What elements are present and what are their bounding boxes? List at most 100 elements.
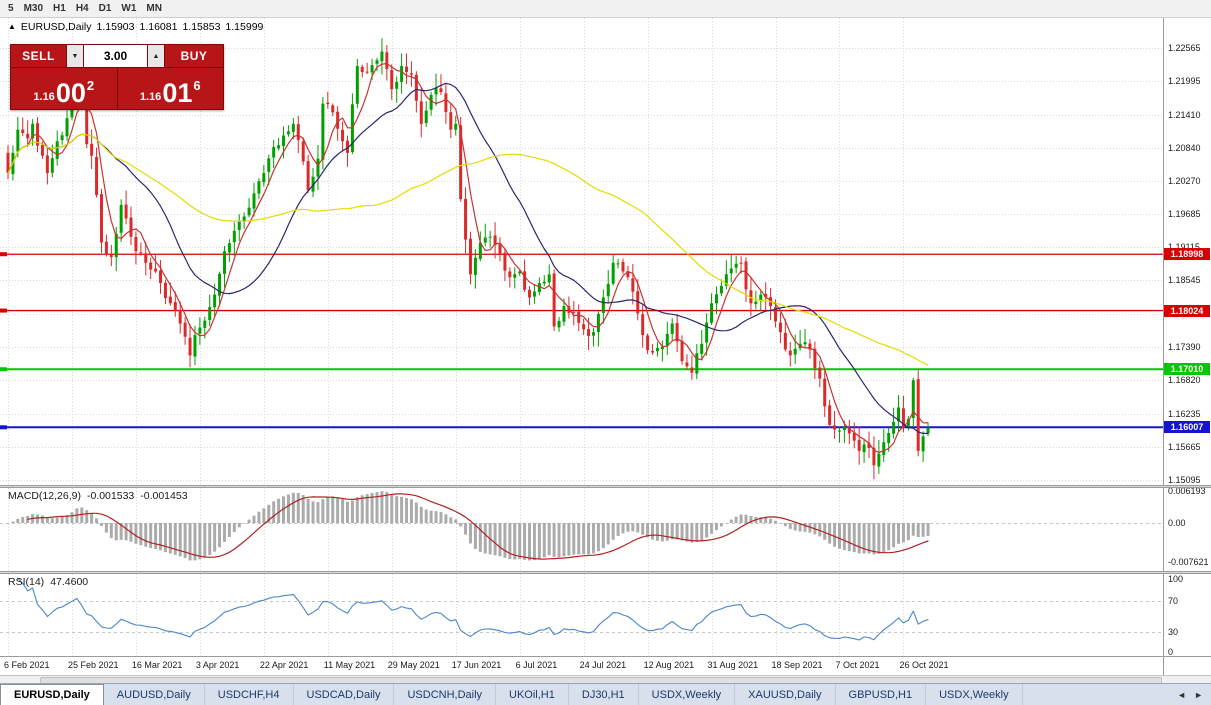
date-axis: 6 Feb 2021 25 Feb 2021 16 Mar 2021 3 Apr 20…	[0, 657, 1163, 675]
date-axis-label: 25 Feb 2021	[67, 660, 119, 670]
buy-price-sup: 6	[193, 78, 201, 93]
date-axis-label: 24 Jul 2021	[579, 660, 627, 670]
rsi-line	[17, 577, 929, 641]
price-axis-label: 1.20270	[1168, 175, 1201, 186]
one-click-trade-panel: SELL ▼ 3.00 ▲ BUY 1.16 00 2 1.16 01 6	[10, 44, 224, 110]
chart-tab-eurusd-daily[interactable]: EURUSD,Daily	[0, 684, 104, 705]
date-axis-label: 29 May 2021	[387, 660, 440, 670]
chart-tab-gbpusd-h1[interactable]: GBPUSD,H1	[836, 684, 927, 705]
rsi-indicator-title: RSI(14) 47.4600	[8, 576, 88, 588]
sell-button[interactable]: SELL	[22, 49, 55, 63]
date-axis-label: 22 Apr 2021	[259, 660, 309, 670]
ohlc-open: 1.15903	[96, 21, 135, 33]
buy-price[interactable]: 1.16 01 6	[118, 68, 224, 109]
buy-price-prefix: 1.16	[139, 91, 162, 103]
macd-histogram	[6, 491, 930, 561]
chart-header: ▲ EURUSD,Daily 1.15903 1.16081 1.15853 1…	[8, 21, 263, 33]
macd-main-value: -0.001533	[86, 490, 135, 502]
price-axis-label: 1.18545	[1168, 275, 1201, 286]
timeframe-button-d1[interactable]: D1	[98, 3, 112, 14]
horizontal-scrollbar[interactable]	[0, 675, 1211, 684]
price-axis-label: 1.19115	[1168, 242, 1200, 252]
macd-signal-line	[27, 493, 929, 560]
rsi-axis-label: 100	[1168, 574, 1184, 584]
price-separator	[116, 68, 118, 109]
price-line-tag: 1.18998	[1164, 248, 1210, 261]
ohlc-close: 1.15999	[225, 21, 264, 33]
buy-price-big: 01	[162, 78, 193, 108]
sell-price-sup: 2	[86, 78, 95, 93]
price-axis-label: 1.16820	[1168, 375, 1201, 386]
chart-tabs: EURUSD,Daily AUDUSD,Daily USDCHF,H4 USDCAD,…	[0, 684, 1023, 705]
timeframe-toolbar: 5 M30 H1 H4 D1 W1 MN	[0, 0, 1211, 18]
date-axis-label: 16 Mar 2021	[131, 660, 183, 670]
macd-name: MACD(12,26,9)	[8, 490, 81, 502]
panel-divider-dates	[0, 656, 1211, 657]
chart-tab-usdx-weekly[interactable]: USDX,Weekly	[926, 684, 1023, 705]
lot-decrease-button[interactable]: ▼	[66, 45, 84, 67]
macd-axis-label: 0.006193	[1168, 486, 1206, 497]
price-line-tag: 1.17010	[1164, 363, 1210, 376]
chart-tab-usdchf-h4[interactable]: USDCHF,H4	[205, 684, 294, 705]
sell-price[interactable]: 1.16 00 2	[11, 68, 117, 109]
timeframe-button-5[interactable]: 5	[8, 3, 14, 14]
rsi-axis-label: 0	[1168, 647, 1174, 657]
panel-divider-rsi[interactable]	[0, 571, 1211, 574]
lot-increase-button[interactable]: ▲	[147, 45, 165, 67]
price-axis-label: 1.22565	[1168, 42, 1201, 53]
macd-axis-label: -0.007621	[1168, 557, 1209, 568]
chart-tab-ukoil-h1[interactable]: UKOil,H1	[496, 684, 569, 705]
price-axis-label: 1.19685	[1168, 209, 1201, 220]
one-click-collapse-icon[interactable]: ▲	[8, 22, 16, 31]
date-axis-label: 3 Apr 2021	[195, 660, 240, 670]
sell-price-prefix: 1.16	[33, 91, 55, 103]
lot-size-input[interactable]: 3.00	[84, 45, 147, 67]
price-line-tag: 1.18024	[1164, 304, 1210, 317]
chart-tab-usdx-weekly[interactable]: USDX,Weekly	[639, 684, 736, 705]
price-line-tag: 1.16007	[1164, 421, 1210, 434]
date-axis-label: 31 Aug 2021	[707, 660, 759, 670]
rsi-value: 47.4600	[50, 576, 89, 588]
macd-signal-value: -0.001453	[140, 490, 188, 502]
ohlc-low: 1.15853	[182, 21, 221, 33]
chart-tab-bar: EURUSD,Daily AUDUSD,Daily USDCHF,H4 USDCAD,…	[0, 683, 1211, 705]
grid-lines	[0, 18, 1163, 656]
panel-divider-macd[interactable]	[0, 485, 1211, 488]
trade-panel-controls: SELL ▼ 3.00 ▲ BUY	[11, 45, 223, 68]
price-axis-column: 1.22565 1.21995 1.21410 1.20840 1.20270 1.196…	[1164, 0, 1211, 675]
price-axis-label: 1.16235	[1168, 409, 1201, 420]
date-axis-label: 6 Jul 2021	[515, 660, 558, 670]
macd-axis-label: 0.00	[1168, 518, 1186, 528]
horizontal-price-lines[interactable]	[0, 252, 1163, 430]
date-axis-label: 12 Aug 2021	[643, 660, 695, 670]
chart-tab-usdcad-daily[interactable]: USDCAD,Daily	[294, 684, 395, 705]
moving-average-60	[7, 133, 929, 366]
chart-tab-audusd-daily[interactable]: AUDUSD,Daily	[104, 684, 205, 705]
chart-tab-xauusd-daily[interactable]: XAUUSD,Daily	[735, 684, 836, 705]
price-axis-label: 1.20840	[1168, 142, 1201, 153]
date-axis-label: 11 May 2021	[323, 660, 376, 670]
moving-average-20	[7, 82, 929, 435]
price-axis-label: 1.17390	[1168, 342, 1201, 353]
trade-panel-prices: 1.16 00 2 1.16 01 6	[11, 68, 223, 109]
ohlc-high: 1.16081	[139, 21, 178, 33]
axis-separator-line	[1163, 18, 1164, 675]
price-axis-label: 1.15095	[1168, 475, 1201, 486]
tabs-scroll-right-icon[interactable]: ►	[1194, 689, 1203, 700]
price-axis-label: 1.21410	[1168, 109, 1201, 120]
timeframe-button-h4[interactable]: H4	[75, 3, 89, 14]
chart-tab-dj30-h1[interactable]: DJ30,H1	[569, 684, 639, 705]
rsi-axis-label: 30	[1168, 626, 1179, 637]
timeframe-button-m30[interactable]: M30	[23, 3, 44, 14]
chart-tab-usdcnh-daily[interactable]: USDCNH,Daily	[394, 684, 497, 705]
tab-scroll-controls: ◄ ►	[1177, 684, 1211, 705]
tabs-scroll-left-icon[interactable]: ◄	[1177, 689, 1187, 700]
timeframe-button-mn[interactable]: MN	[146, 3, 162, 14]
moving-average-5	[7, 62, 929, 454]
buy-button[interactable]: BUY	[180, 49, 208, 63]
timeframe-button-w1[interactable]: W1	[121, 3, 137, 14]
timeframe-button-h1[interactable]: H1	[53, 3, 66, 14]
rsi-name: RSI(14)	[8, 576, 45, 588]
sell-price-big: 00	[55, 78, 86, 108]
